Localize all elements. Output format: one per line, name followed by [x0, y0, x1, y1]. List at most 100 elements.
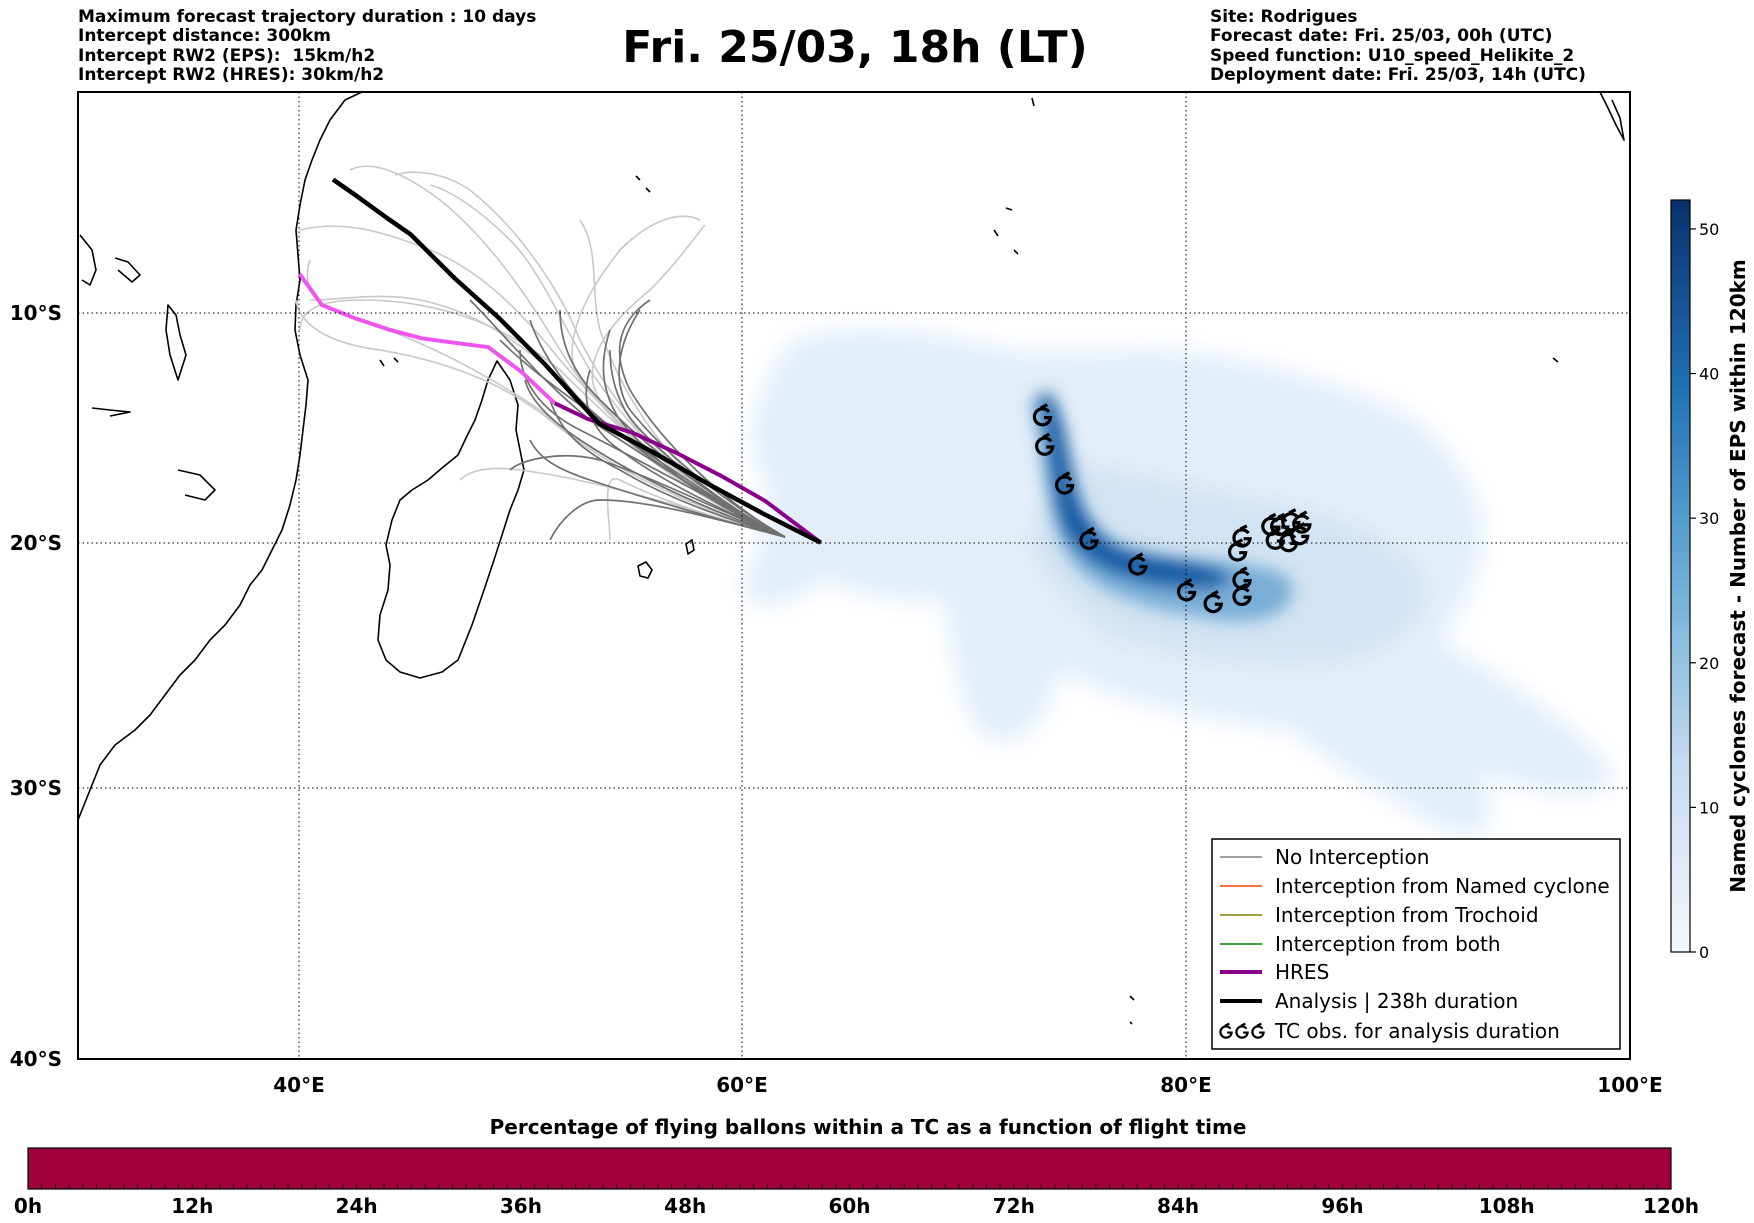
eps-track [295, 299, 786, 538]
header-left: Maximum forecast trajectory duration : 1… [78, 7, 537, 86]
island-maldives [1031, 97, 1035, 107]
legend-item: Interception from both [1220, 932, 1501, 956]
legend-label: Analysis | 238h duration [1275, 989, 1518, 1013]
legend-item: Interception from Trochoid [1220, 903, 1539, 927]
legend-label: No Interception [1275, 845, 1429, 869]
cyclone-symbol-icon [1219, 1022, 1265, 1039]
legend-item: No Interception [1220, 845, 1429, 869]
colorbar-gradient [1670, 199, 1691, 953]
lon-tick: 40°E [273, 1073, 325, 1097]
lon-tick: 60°E [716, 1073, 768, 1097]
lat-tick: 20°S [10, 531, 62, 555]
legend-label: Interception from both [1275, 932, 1501, 956]
hres-track-tail [553, 401, 822, 545]
flight-time-tick-label: 12h [171, 1194, 213, 1218]
tc-obs-marker [1251, 1022, 1265, 1039]
island-reunion [637, 561, 653, 579]
colorbar-tick-label: 40 [1699, 365, 1719, 384]
flight-time-tick-label: 24h [336, 1194, 378, 1218]
legend-label: TC obs. for analysis duration [1274, 1019, 1560, 1043]
map-title: Fri. 25/03, 18h (LT) [622, 22, 1088, 73]
eps-track [585, 369, 786, 538]
tc-obs-marker [1203, 589, 1224, 614]
flight-time-title: Percentage of flying ballons within a TC… [490, 1115, 1247, 1139]
flight-time-ticks: 0h 12h 24h 36h 48h 60h 72h 84h 96h 108h 120h [14, 1194, 1699, 1218]
lake-outline [79, 234, 97, 286]
colorbar-label: Named cyclones forecast - Number of EPS … [1726, 259, 1750, 893]
eps-track [618, 309, 786, 538]
header-left-line: Maximum forecast trajectory duration : 1… [78, 7, 537, 27]
eps-track [549, 399, 786, 538]
gridlines [78, 92, 1630, 1059]
colorbar-tick-label: 0 [1699, 943, 1709, 962]
eps-track [519, 349, 786, 538]
colorbar-tick-label: 30 [1699, 509, 1719, 528]
flight-time-tick-label: 48h [664, 1194, 706, 1218]
flight-time-minor-ticks [27, 1184, 1672, 1189]
tc-obs-marker [1219, 1022, 1233, 1039]
lake-outline [114, 257, 141, 283]
header-right-line: Forecast date: Fri. 25/03, 00h (UTC) [1210, 26, 1553, 47]
island-cocos [1552, 357, 1559, 363]
flight-time-tick-label: 60h [828, 1194, 870, 1218]
island-comoros [379, 357, 399, 367]
density-inner [1030, 395, 1292, 621]
header-right-line: Site: Rodrigues [1210, 7, 1358, 27]
lat-tick: 30°S [10, 776, 62, 800]
legend-box [1211, 838, 1621, 1050]
tc-obs-marker [1035, 432, 1055, 456]
lake-outline [177, 469, 216, 501]
madagascar-coast [377, 360, 525, 679]
map-frame [77, 91, 1631, 1060]
legend-item: HRES [1220, 960, 1329, 984]
legend-label: Interception from Trochoid [1275, 903, 1539, 927]
tc-obs-marker [1235, 1022, 1249, 1039]
eps-track [459, 467, 786, 538]
tc-obs-marker [1128, 552, 1148, 576]
eps-density-core [1030, 392, 1292, 621]
tc-obs-marker [1232, 524, 1252, 548]
coastlines [78, 92, 1625, 1025]
island-mauritius [685, 539, 695, 555]
eps-track [524, 379, 786, 538]
header-left-line: Intercept distance: 300km [78, 26, 331, 47]
island-chagos [993, 207, 1019, 255]
eps-track [549, 499, 786, 541]
coast-india [1599, 92, 1625, 141]
tc-obs-marker [1177, 578, 1197, 602]
legend-item: TC obs. for analysis duration [1219, 1019, 1560, 1043]
africa-coast [78, 92, 363, 821]
legend-label: HRES [1275, 960, 1329, 984]
tc-obs-marker [1270, 512, 1290, 537]
tc-obs-marker [1281, 508, 1301, 532]
flight-time-tick-label: 36h [500, 1194, 542, 1218]
header-right: Site: Rodrigues Forecast date: Fri. 25/0… [1210, 7, 1586, 86]
tc-obs-marker [1232, 566, 1252, 590]
flight-time-bar: Percentage of flying ballons within a TC… [14, 1115, 1699, 1218]
lon-tick: 80°E [1160, 1073, 1212, 1097]
density-peak [1038, 392, 1230, 588]
colorbar-tick-label: 20 [1699, 654, 1719, 673]
island-seychelles [635, 175, 651, 193]
flight-time-tick-label: 108h [1479, 1194, 1535, 1218]
legend-item: Interception from Named cyclone [1220, 874, 1610, 898]
eps-track [618, 299, 786, 538]
lake-outline [91, 407, 131, 417]
lat-tick-labels: 10°S 20°S 30°S 40°S [10, 301, 62, 1071]
eps-tracks-dark [469, 299, 786, 541]
legend: No Interception Interception from Named … [1211, 838, 1621, 1050]
colorbar-tick-label: 10 [1699, 798, 1719, 817]
lon-tick-labels: 40°E 60°E 80°E 100°E [273, 1073, 1662, 1097]
tc-obs-markers [1032, 403, 1312, 614]
flight-time-tick-label: 0h [14, 1194, 42, 1218]
tc-obs-marker [1055, 471, 1075, 495]
legend-label: Interception from Named cyclone [1275, 874, 1610, 898]
header-left-line: Intercept RW2 (HRES): 30km/h2 [78, 65, 385, 86]
lon-tick: 100°E [1597, 1073, 1662, 1097]
tc-obs-marker [1292, 510, 1312, 534]
eps-track [394, 171, 786, 538]
lat-tick: 10°S [10, 301, 62, 325]
colorbar: 0 10 20 30 40 50 Named cyclones forecast - Nu… [1670, 199, 1750, 962]
tc-obs-marker [1290, 522, 1310, 546]
colorbar-ticks: 0 10 20 30 40 50 [1690, 220, 1719, 962]
